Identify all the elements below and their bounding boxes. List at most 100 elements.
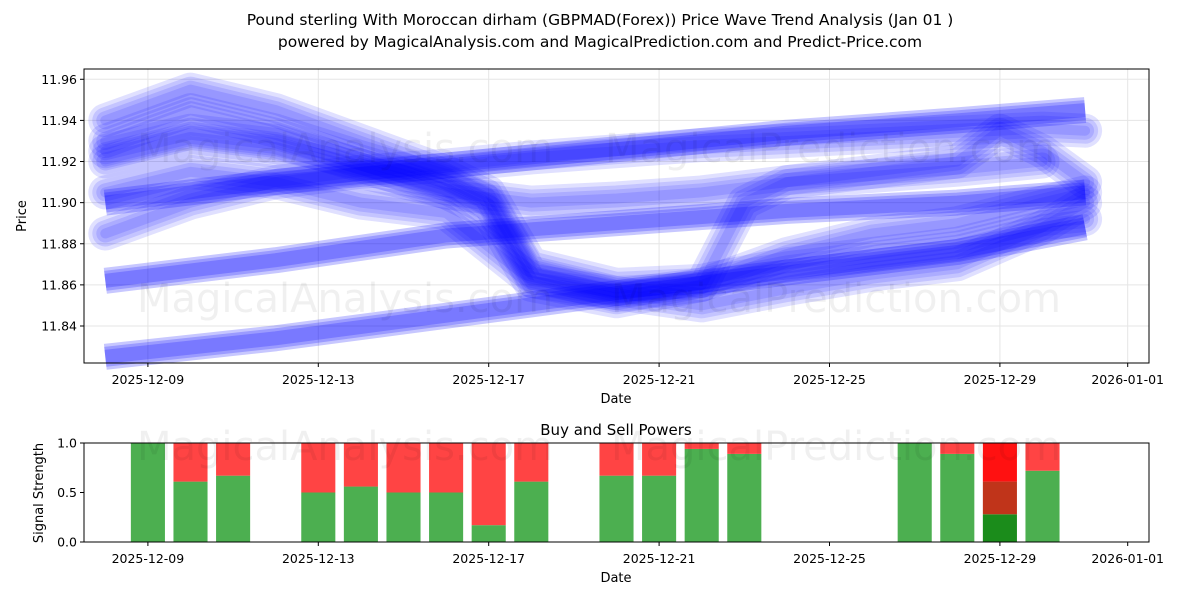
watermark-prediction-mid: MagicalPrediction.com — [611, 276, 1061, 322]
buy-power-bar — [982, 514, 1017, 542]
watermark-analysis-signal: MagicalAnalysis.com — [137, 424, 553, 470]
price-x-tick-label: 2025-12-29 — [964, 372, 1037, 387]
watermark-prediction-signal: MagicalPrediction.com — [611, 424, 1061, 470]
signal-x-tick-label: 2025-12-25 — [793, 551, 866, 566]
buy-power-bar — [599, 475, 634, 542]
wave-series-wave-5-band-2 — [96, 121, 1095, 311]
price-waves — [88, 72, 1103, 370]
price-y-tick-label: 11.86 — [41, 277, 77, 292]
sell-power-bar — [599, 443, 634, 476]
price-y-axis: 11.84 11.86 11.88 11.90 11.92 11.94 11.96 — [41, 72, 84, 333]
sell-power-bar — [727, 443, 762, 454]
signal-chart: Buy and Sell Powers MagicalAnalysis.com … — [32, 421, 1164, 586]
price-plot-frame — [83, 68, 1150, 364]
wave-series-wave-3-band-3 — [100, 105, 1091, 301]
wave-series-trend-upper-band-0 — [103, 97, 1087, 216]
price-y-tick-label: 11.94 — [41, 113, 77, 128]
buy-power-bar — [130, 443, 165, 542]
sell-power-bar — [940, 443, 975, 454]
wave-series-trend-middle-band-0 — [103, 179, 1087, 294]
buy-power-bar — [216, 475, 251, 542]
signal-y-tick-label: 0.5 — [57, 485, 77, 500]
wave-series-wave-1-band-2 — [96, 121, 1052, 212]
price-x-tick-label: 2025-12-17 — [452, 372, 525, 387]
signal-x-axis-label: Date — [600, 571, 631, 586]
wave-series-wave-6-band-3 — [100, 166, 1091, 311]
signal-x-tick-label: 2025-12-09 — [112, 551, 185, 566]
price-x-tick-label: 2025-12-13 — [282, 372, 355, 387]
price-y-axis-label: Price — [15, 200, 30, 232]
signal-x-tick-label: 2026-01-01 — [1091, 551, 1164, 566]
sell-power-bar — [343, 443, 378, 487]
buy-power-bar — [727, 453, 762, 542]
wave-series-trend-lower-band-1 — [104, 217, 1087, 367]
signal-bars — [130, 443, 1060, 542]
buy-power-bar — [940, 453, 975, 542]
signal-x-tick-label: 2025-12-13 — [282, 551, 355, 566]
wave-series-wave-4-band-1 — [92, 76, 1099, 298]
sell-power-bar — [173, 443, 208, 482]
sell-power-bar — [471, 443, 506, 526]
sell-power-bar — [429, 443, 464, 493]
wave-series-wave-3-band-1 — [92, 97, 1099, 309]
wave-series-wave-4-band-2 — [96, 80, 1095, 294]
buy-power-bar — [173, 481, 208, 542]
buy-power-bar — [301, 492, 336, 542]
wave-series-wave-4-band-3 — [100, 84, 1091, 290]
price-x-tick-label: 2025-12-21 — [623, 372, 696, 387]
wave-series-wave-1-band-1 — [92, 117, 1056, 216]
price-plot-area — [84, 69, 1149, 363]
sell-power-bar — [1025, 443, 1060, 471]
price-x-tick-label: 2025-12-09 — [112, 372, 185, 387]
chart-title-line-2: powered by MagicalAnalysis.com and Magic… — [278, 33, 922, 51]
buy-power-bar — [386, 492, 421, 542]
buy-power-bar — [514, 481, 549, 542]
wave-series-trend-upper-band-2 — [104, 103, 1086, 210]
sell-power-bar — [514, 443, 549, 482]
buy-power-bar — [343, 486, 378, 542]
price-y-tick-label: 11.92 — [41, 154, 77, 169]
wave-series-wave-2-band-0 — [88, 111, 1103, 251]
price-y-tick-label: 11.88 — [41, 236, 77, 251]
wave-series-wave-3-band-2 — [96, 101, 1095, 305]
price-x-tick-label: 2025-12-25 — [793, 372, 866, 387]
price-chart: MagicalAnalysis.com MagicalPrediction.co… — [15, 68, 1164, 407]
wave-series-trend-lower-band-2 — [104, 220, 1087, 364]
wave-series-wave-5-band-0 — [88, 113, 1103, 319]
price-y-tick-label: 11.90 — [41, 195, 77, 210]
signal-x-tick-label: 2025-12-21 — [623, 551, 696, 566]
sell-power-bar — [216, 443, 251, 476]
wave-series-wave-5-band-1 — [92, 117, 1099, 315]
buy-power-bar — [471, 525, 506, 542]
watermark-analysis-mid: MagicalAnalysis.com — [137, 276, 553, 322]
signal-x-tick-label: 2025-12-17 — [452, 551, 525, 566]
wave-series-trend-upper-band-1 — [104, 100, 1086, 213]
wave-series-trend-lower-band-0 — [103, 214, 1088, 370]
sell-power-bar — [982, 443, 1017, 482]
sell-power-bar-overlap — [982, 481, 1017, 515]
wave-series-wave-1-band-3 — [100, 125, 1048, 208]
price-x-axis-label: Date — [600, 392, 631, 407]
wave-series-wave-6-band-2 — [96, 162, 1095, 315]
price-y-tick-label: 11.96 — [41, 72, 77, 87]
wave-series-wave-3-band-0 — [88, 93, 1103, 313]
price-gridlines — [84, 69, 1149, 363]
buy-power-bar — [642, 475, 677, 542]
signal-y-tick-label: 1.0 — [57, 436, 77, 451]
wave-series-wave-1-band-0 — [88, 113, 1060, 220]
buy-power-bar — [1025, 470, 1060, 542]
wave-series-trend-middle-band-2 — [104, 185, 1086, 288]
sell-power-bar — [684, 443, 719, 449]
signal-y-axis-label: Signal Strength — [32, 443, 47, 543]
buy-power-bar — [429, 492, 464, 542]
signal-x-axis: 2025-12-09 2025-12-13 2025-12-17 2025-12-21… — [112, 542, 1164, 566]
signal-x-tick-label: 2025-12-29 — [964, 551, 1037, 566]
signal-y-axis: 0.0 0.5 1.0 — [57, 436, 84, 550]
wave-series-wave-6-band-0 — [88, 154, 1103, 323]
wave-series-wave-2-band-3 — [100, 123, 1091, 239]
sell-power-bar — [301, 443, 336, 493]
wave-series-wave-2-band-2 — [96, 119, 1095, 243]
signal-chart-title: Buy and Sell Powers — [540, 421, 692, 439]
wave-series-wave-2-band-1 — [92, 115, 1099, 247]
